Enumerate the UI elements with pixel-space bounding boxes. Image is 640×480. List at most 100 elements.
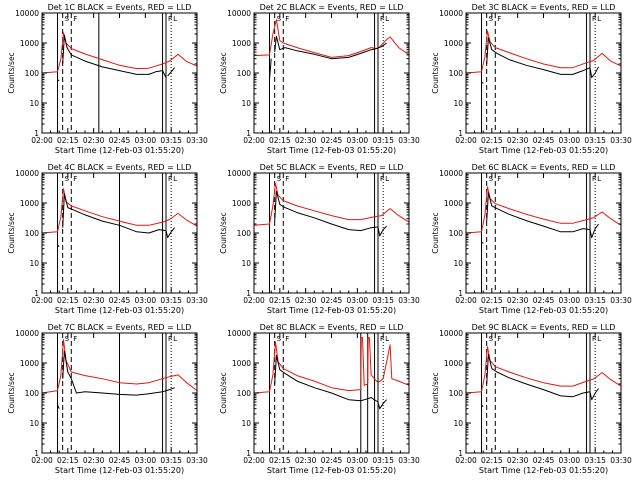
det9-y-tick-label: 1	[458, 449, 463, 458]
det7-x-tick-label: 02:15	[57, 456, 79, 465]
det4-marker-letter: F	[168, 175, 172, 183]
det9-panel-title: Det 9C BLACK = Events, RED = LLD	[472, 323, 616, 332]
det5-y-tick-label: 1000	[232, 199, 251, 208]
det3-y-tick-label: 1000	[444, 39, 463, 48]
det2-series-events-line	[269, 58, 272, 80]
det3-series-lld-line	[465, 30, 622, 74]
det8-y-tick-label: 1	[246, 449, 251, 458]
det1-series-events-line	[167, 67, 175, 77]
det6-x-tick-label: 03:30	[610, 296, 632, 305]
det1-x-tick-label: 02:30	[83, 136, 105, 145]
det1-marker-letter: F	[73, 15, 77, 23]
det7-x-tick-label: 02:00	[31, 456, 53, 465]
det1-series-events-line	[57, 79, 60, 89]
det5-x-tick-label: 03:30	[398, 296, 420, 305]
det9-marker-letter: S	[489, 335, 494, 343]
det6-x-tick-label: 02:00	[455, 296, 477, 305]
det7-x-tick-label: 03:15	[160, 456, 182, 465]
det7-marker-letter: S	[65, 335, 70, 343]
det1-y-tick-label: 10000	[15, 9, 39, 18]
det9-marker-letter: F	[592, 335, 596, 343]
det2-series-lld-line	[253, 19, 410, 58]
det9-x-tick-label: 02:15	[481, 456, 503, 465]
det1-y-tick-label: 1000	[20, 39, 39, 48]
det3-x-axis-label: Start Time (12-Feb-03 01:55:20)	[479, 146, 608, 155]
det5-y-tick-label: 10	[241, 259, 251, 268]
det3-series-events-line	[481, 81, 484, 94]
det3-panel-title: Det 3C BLACK = Events, RED = LLD	[472, 3, 616, 12]
det4-y-axis-label: Counts/sec	[7, 212, 16, 253]
det8-x-axis-label: Start Time (12-Feb-03 01:55:20)	[267, 466, 396, 475]
det8-x-tick-label: 03:15	[372, 456, 394, 465]
det3-x-tick-label: 02:30	[507, 136, 529, 145]
det9-marker-letter: L	[597, 335, 601, 343]
det5-x-tick-label: 02:00	[243, 296, 265, 305]
det9-x-tick-label: 03:30	[610, 456, 632, 465]
det9-x-tick-label: 03:00	[559, 456, 581, 465]
det4-y-tick-label: 1000	[20, 199, 39, 208]
det3-y-tick-label: 100	[449, 69, 464, 78]
det8-x-tick-label: 03:30	[398, 456, 420, 465]
det5-y-tick-label: 10000	[227, 169, 251, 178]
det1-series-events-line	[62, 34, 167, 78]
det6-y-tick-label: 100	[449, 229, 464, 238]
det8-x-tick-label: 02:30	[295, 456, 317, 465]
det2-y-tick-label: 10000	[227, 9, 251, 18]
det1-y-tick-label: 100	[25, 69, 40, 78]
det2-x-tick-label: 02:45	[321, 136, 343, 145]
det9-y-tick-label: 10000	[439, 329, 463, 338]
det3-y-axis-label: Counts/sec	[431, 52, 440, 93]
det4-panel-title: Det 4C BLACK = Events, RED = LLD	[48, 163, 192, 172]
det2-x-tick-label: 03:15	[372, 136, 394, 145]
det3-x-tick-label: 03:30	[610, 136, 632, 145]
det7-series-events-line	[62, 350, 175, 396]
det6-x-tick-label: 02:30	[507, 296, 529, 305]
det3-x-tick-label: 02:15	[481, 136, 503, 145]
det3-marker-letter: F	[497, 15, 501, 23]
det3-y-tick-label: 10	[453, 99, 463, 108]
det1-marker-letter: L	[173, 15, 177, 23]
det4-y-tick-label: 1	[34, 289, 39, 298]
det4-x-tick-label: 02:00	[31, 296, 53, 305]
det4-series-events-line	[57, 244, 60, 263]
det6-marker-letter: L	[597, 175, 601, 183]
det9-series-lld-line	[465, 346, 622, 394]
det8-marker-letter: F	[380, 335, 384, 343]
det3-x-tick-label: 03:00	[559, 136, 581, 145]
det4-marker-letter: L	[173, 175, 177, 183]
det7-x-tick-label: 02:45	[109, 456, 131, 465]
det1-x-axis-label: Start Time (12-Feb-03 01:55:20)	[55, 146, 184, 155]
det6-series-events-line	[481, 241, 484, 258]
det7-panel-title: Det 7C BLACK = Events, RED = LLD	[48, 323, 192, 332]
det2-y-tick-label: 1000	[232, 39, 251, 48]
det5-y-axis-label: Counts/sec	[219, 212, 228, 253]
det4-series-lld-line	[41, 188, 198, 234]
det4-series-events-line	[62, 193, 175, 239]
det1-panel-title: Det 1C BLACK = Events, RED = LLD	[48, 3, 192, 12]
det9-x-tick-label: 03:15	[584, 456, 606, 465]
det5-x-tick-label: 03:00	[347, 296, 369, 305]
det5-marker-letter: L	[385, 175, 389, 183]
det4-x-tick-label: 02:15	[57, 296, 79, 305]
det6-x-tick-label: 03:00	[559, 296, 581, 305]
det1-x-tick-label: 02:45	[109, 136, 131, 145]
det4-marker-letter: S	[65, 175, 70, 183]
det5-x-tick-label: 02:45	[321, 296, 343, 305]
det2-y-tick-label: 10	[241, 99, 251, 108]
det9-y-tick-label: 10	[453, 419, 463, 428]
det4-x-axis-label: Start Time (12-Feb-03 01:55:20)	[55, 306, 184, 315]
det7-y-tick-label: 1000	[20, 359, 39, 368]
det1-y-tick-label: 1	[34, 129, 39, 138]
det7-y-tick-label: 100	[25, 389, 40, 398]
det9-y-tick-label: 100	[449, 389, 464, 398]
det6-y-axis-label: Counts/sec	[431, 212, 440, 253]
det4-x-tick-label: 03:00	[135, 296, 157, 305]
det1-y-axis-label: Counts/sec	[7, 52, 16, 93]
det1-marker-letter: S	[65, 15, 70, 23]
det9-y-tick-label: 1000	[444, 359, 463, 368]
det6-marker-letter: F	[592, 175, 596, 183]
det8-y-tick-label: 1000	[232, 359, 251, 368]
det2-x-tick-label: 03:30	[398, 136, 420, 145]
det4-y-tick-label: 10000	[15, 169, 39, 178]
